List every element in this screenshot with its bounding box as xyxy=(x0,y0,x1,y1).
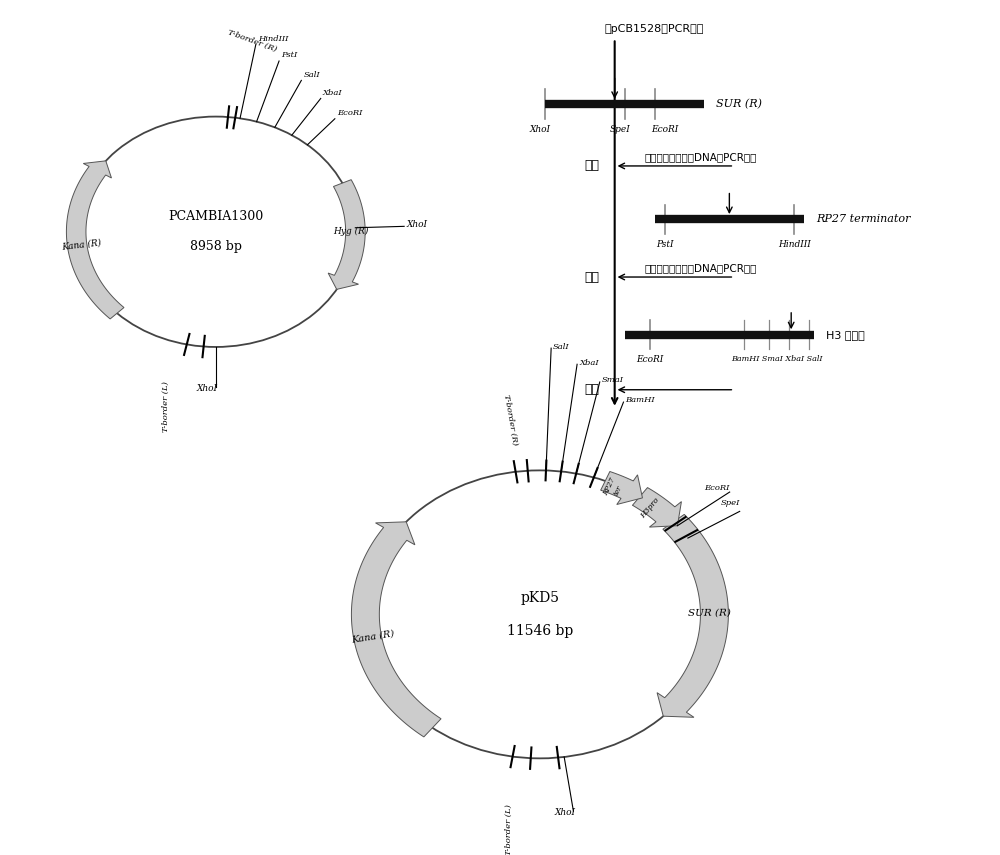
Text: pKD5: pKD5 xyxy=(520,591,559,605)
Text: RP27
ter: RP27 ter xyxy=(602,476,626,501)
Text: XhoI: XhoI xyxy=(406,221,427,229)
Text: 连接: 连接 xyxy=(585,383,600,396)
Text: 从pCB1528经PCR获得: 从pCB1528经PCR获得 xyxy=(605,24,704,34)
Text: EcoRI: EcoRI xyxy=(337,109,362,117)
Text: XhoI: XhoI xyxy=(197,385,218,393)
Text: T-border (L): T-border (L) xyxy=(162,381,170,433)
Text: SpeI: SpeI xyxy=(720,499,740,507)
Text: 11546 bp: 11546 bp xyxy=(507,624,573,638)
Text: SpeI: SpeI xyxy=(609,125,630,134)
Text: Hyg (R): Hyg (R) xyxy=(333,226,369,235)
Text: SalI: SalI xyxy=(553,343,570,351)
Text: BamHI: BamHI xyxy=(625,397,655,404)
Polygon shape xyxy=(66,161,124,319)
Text: SmaI: SmaI xyxy=(602,376,624,385)
Text: EcoRI: EcoRI xyxy=(651,125,678,134)
Text: T-border (R): T-border (R) xyxy=(502,393,519,445)
Text: HindIII: HindIII xyxy=(778,240,811,249)
Text: T-border (R): T-border (R) xyxy=(227,28,278,54)
Polygon shape xyxy=(657,515,728,717)
Polygon shape xyxy=(328,180,365,289)
Polygon shape xyxy=(351,522,441,737)
Text: Kana (R): Kana (R) xyxy=(61,238,102,251)
Text: HindIII: HindIII xyxy=(258,35,288,43)
Text: PCAMBIA1300: PCAMBIA1300 xyxy=(168,210,263,223)
Text: EcoRI: EcoRI xyxy=(704,484,730,492)
Text: T-border (L): T-border (L) xyxy=(505,804,513,855)
Text: XhoI: XhoI xyxy=(529,125,550,134)
Text: 8958 bp: 8958 bp xyxy=(190,240,242,253)
Text: PstI: PstI xyxy=(656,240,673,249)
Text: SUR (R): SUR (R) xyxy=(716,99,762,109)
Text: XbaI: XbaI xyxy=(579,358,599,367)
Text: SUR (R): SUR (R) xyxy=(688,609,731,618)
Text: 连接: 连接 xyxy=(585,270,600,284)
Text: H3 启动子: H3 启动子 xyxy=(826,330,865,339)
Text: H3pro: H3pro xyxy=(639,496,661,520)
Polygon shape xyxy=(632,487,681,527)
Text: EcoRI: EcoRI xyxy=(636,355,663,364)
Text: XhoI: XhoI xyxy=(554,808,575,817)
Text: 从稻瘀病菌基因组DNA经PCR获得: 从稻瘀病菌基因组DNA经PCR获得 xyxy=(645,262,757,273)
Text: 连接: 连接 xyxy=(585,159,600,173)
Polygon shape xyxy=(601,471,642,504)
Text: RP27 terminator: RP27 terminator xyxy=(816,215,911,224)
Text: XbaI: XbaI xyxy=(323,89,342,97)
Text: BamHI SmaI XbaI SalI: BamHI SmaI XbaI SalI xyxy=(731,355,823,363)
Text: Kana (R): Kana (R) xyxy=(351,628,395,644)
Text: PstI: PstI xyxy=(281,51,297,59)
Text: 从稻瘀病菌基因组DNA经PCR获得: 从稻瘀病菌基因组DNA经PCR获得 xyxy=(645,152,757,162)
Text: SalI: SalI xyxy=(303,71,320,79)
